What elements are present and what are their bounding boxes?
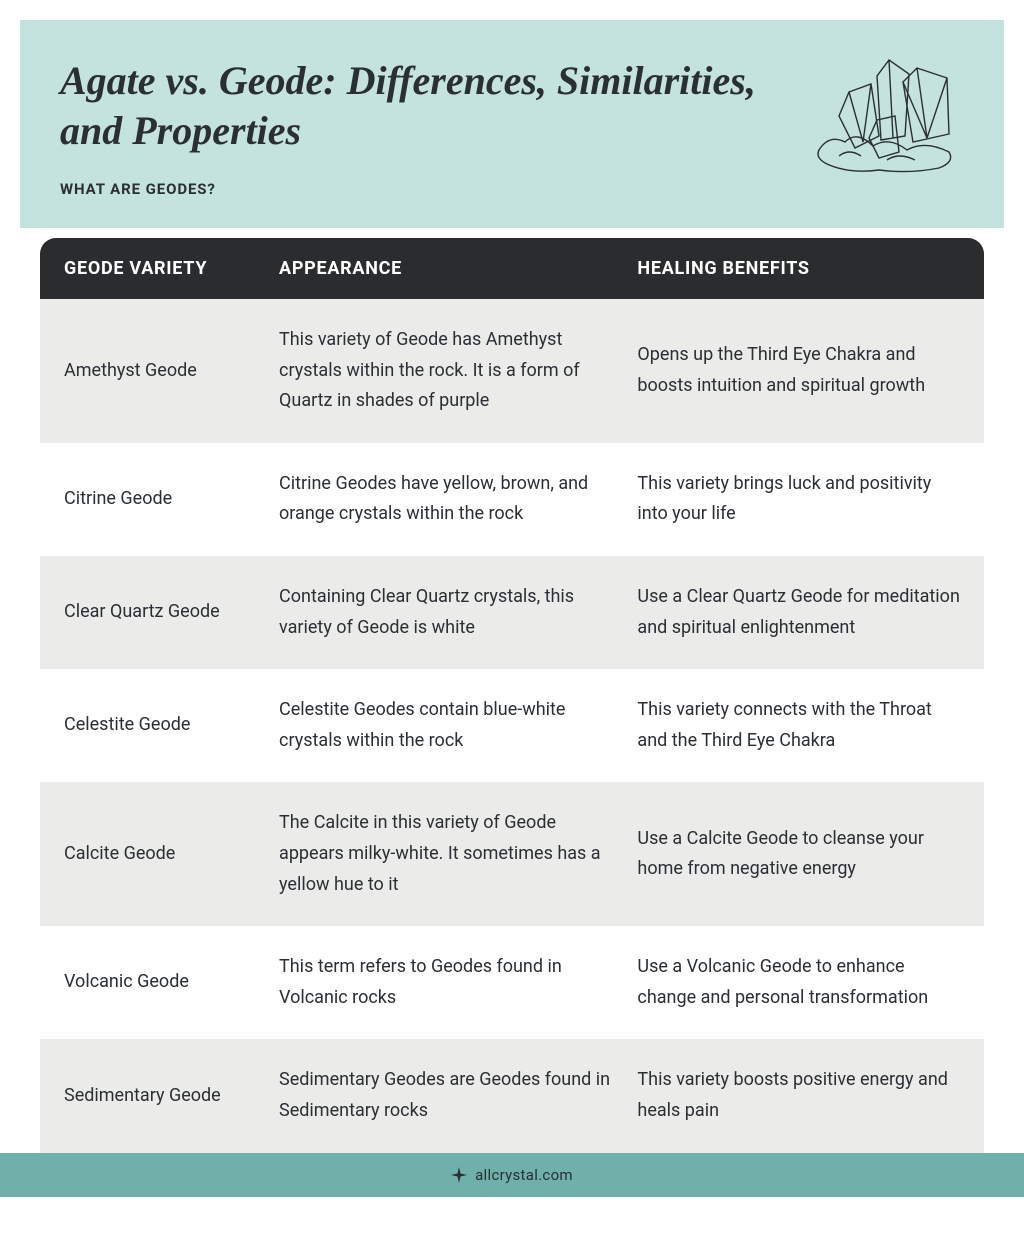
cell-benefits: Use a Clear Quartz Geode for meditation … [637,582,960,643]
cell-variety: Amethyst Geode [64,356,279,387]
cell-appearance: Celestite Geodes contain blue-white crys… [279,695,637,756]
cell-benefits: Use a Calcite Geode to cleanse your home… [637,824,960,885]
cell-appearance: Containing Clear Quartz crystals, this v… [279,582,637,643]
cell-benefits: This variety brings luck and positivity … [637,469,960,530]
table-row: Sedimentary GeodeSedimentary Geodes are … [40,1039,984,1152]
cell-appearance: Sedimentary Geodes are Geodes found in S… [279,1065,637,1126]
header-text-block: Agate vs. Geode: Differences, Similariti… [60,56,779,198]
crystal-cluster-icon [799,56,964,176]
cell-variety: Volcanic Geode [64,967,279,998]
cell-variety: Sedimentary Geode [64,1081,279,1112]
cell-benefits: Use a Volcanic Geode to enhance change a… [637,952,960,1013]
table-row: Amethyst GeodeThis variety of Geode has … [40,299,984,443]
cell-benefits: Opens up the Third Eye Chakra and boosts… [637,340,960,401]
cell-variety: Calcite Geode [64,839,279,870]
th-variety: GEODE VARIETY [64,258,279,279]
footer-link[interactable]: allcrystal.com [475,1166,573,1184]
geode-table: GEODE VARIETY APPEARANCE HEALING BENEFIT… [20,228,1004,1153]
page-title: Agate vs. Geode: Differences, Similariti… [60,56,779,156]
cell-appearance: Citrine Geodes have yellow, brown, and o… [279,469,637,530]
cell-variety: Clear Quartz Geode [64,597,279,628]
cell-variety: Celestite Geode [64,710,279,741]
sparkle-icon [451,1167,467,1183]
page-container: Agate vs. Geode: Differences, Similariti… [0,0,1024,1153]
cell-appearance: This term refers to Geodes found in Volc… [279,952,637,1013]
table-row: Citrine GeodeCitrine Geodes have yellow,… [40,443,984,556]
cell-appearance: This variety of Geode has Amethyst cryst… [279,325,637,417]
th-benefits: HEALING BENEFITS [637,258,960,279]
page-subtitle: WHAT ARE GEODES? [60,180,779,198]
th-appearance: APPEARANCE [279,258,637,279]
table-row: Calcite GeodeThe Calcite in this variety… [40,782,984,926]
header-banner: Agate vs. Geode: Differences, Similariti… [20,20,1004,228]
cell-appearance: The Calcite in this variety of Geode app… [279,808,637,900]
table-row: Volcanic GeodeThis term refers to Geodes… [40,926,984,1039]
table-body: Amethyst GeodeThis variety of Geode has … [40,299,984,1153]
cell-variety: Citrine Geode [64,484,279,515]
cell-benefits: This variety connects with the Throat an… [637,695,960,756]
footer-bar: allcrystal.com [0,1153,1024,1197]
table-row: Clear Quartz GeodeContaining Clear Quart… [40,556,984,669]
cell-benefits: This variety boosts positive energy and … [637,1065,960,1126]
table-header-row: GEODE VARIETY APPEARANCE HEALING BENEFIT… [40,238,984,299]
table-row: Celestite GeodeCelestite Geodes contain … [40,669,984,782]
